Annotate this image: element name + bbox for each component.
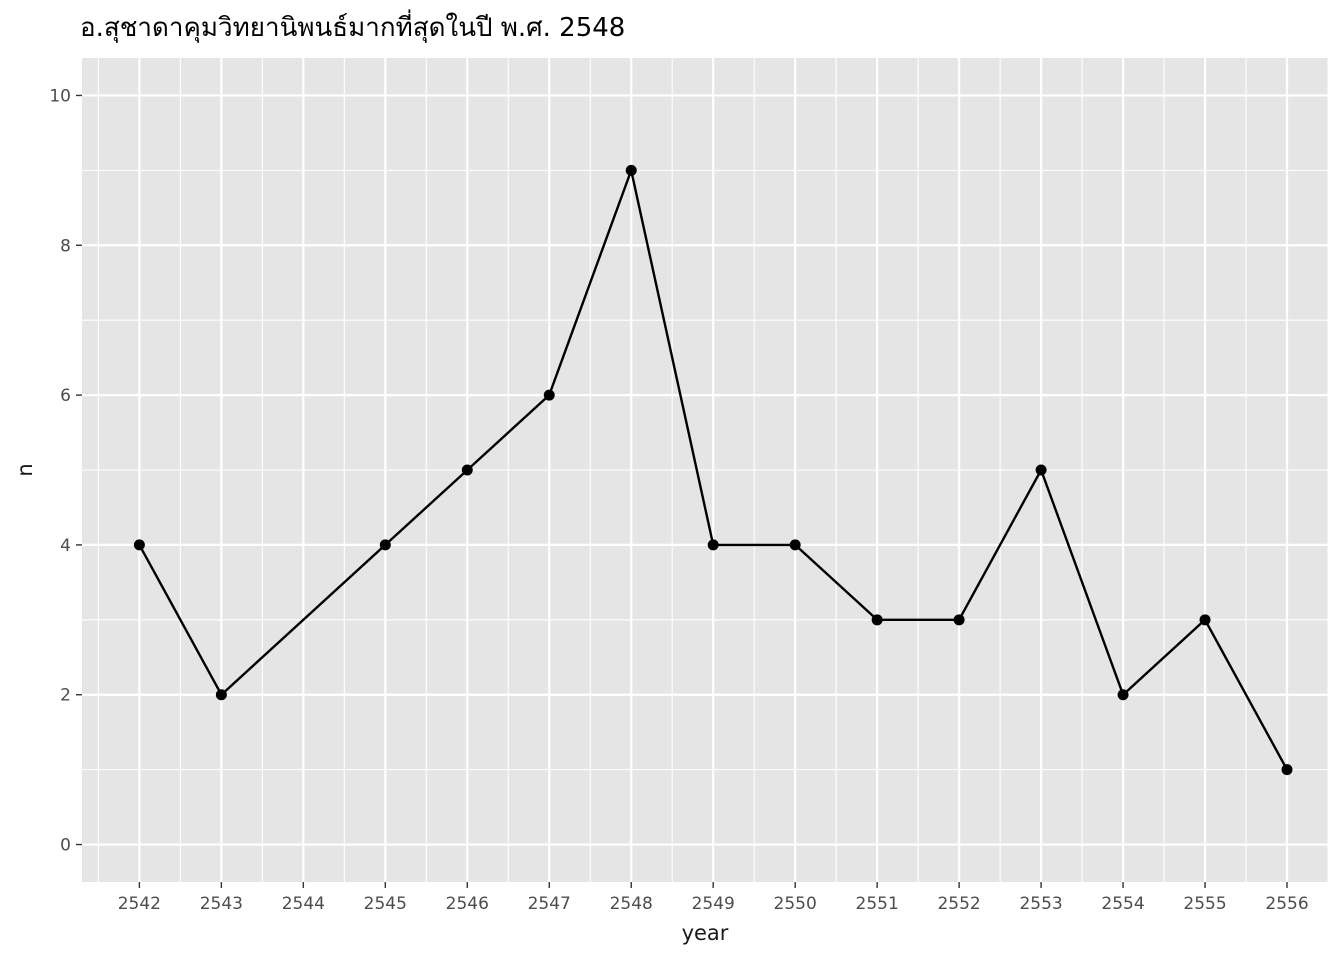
- data-point: [461, 464, 473, 476]
- x-tick-label: 2550: [774, 894, 817, 914]
- x-tick-label: 2552: [937, 894, 980, 914]
- data-point: [133, 539, 145, 551]
- data-point: [871, 614, 883, 626]
- x-tick-label: 2546: [446, 894, 489, 914]
- x-tick-label: 2551: [856, 894, 899, 914]
- x-tick-label: 2553: [1019, 894, 1062, 914]
- data-point: [1281, 764, 1293, 776]
- y-tick-label: 10: [49, 86, 71, 106]
- x-axis-title: year: [682, 921, 729, 945]
- data-point: [707, 539, 719, 551]
- x-tick-label: 2554: [1101, 894, 1144, 914]
- x-tick-label: 2548: [610, 894, 653, 914]
- data-point: [379, 539, 391, 551]
- y-tick-label: 6: [60, 386, 71, 406]
- y-axis: 0 2 4 6 8 10: [49, 86, 82, 856]
- x-tick-label: 2555: [1183, 894, 1226, 914]
- y-tick-label: 0: [60, 836, 71, 856]
- data-point: [953, 614, 965, 626]
- series-line: [138, 169, 1289, 771]
- x-tick-label: 2547: [528, 894, 571, 914]
- y-tick-label: 4: [60, 536, 71, 556]
- data-point: [789, 539, 801, 551]
- x-tick-label: 2542: [118, 894, 161, 914]
- data-points: [133, 164, 1293, 776]
- chart-title: อ.สุชาดาคุมวิทยานิพนธ์มากที่สุดในปี พ.ศ.…: [80, 9, 625, 43]
- x-tick-label: 2549: [692, 894, 735, 914]
- y-tick-label: 2: [60, 686, 71, 706]
- data-point: [625, 164, 637, 176]
- data-point: [1199, 614, 1211, 626]
- y-tick-label: 8: [60, 236, 71, 256]
- data-point: [1117, 689, 1129, 701]
- x-tick-label: 2543: [200, 894, 243, 914]
- y-axis-title: n: [13, 463, 37, 476]
- minor-gridlines: [82, 58, 1329, 882]
- data-point: [215, 689, 227, 701]
- x-tick-label: 2544: [282, 894, 325, 914]
- data-point: [1035, 464, 1047, 476]
- x-tick-label: 2556: [1265, 894, 1308, 914]
- data-point: [543, 389, 555, 401]
- x-tick-label: 2545: [364, 894, 407, 914]
- x-axis: 2542 2543 2544 2545 2546 2547 2548 2549 2550 2551…: [118, 882, 1309, 914]
